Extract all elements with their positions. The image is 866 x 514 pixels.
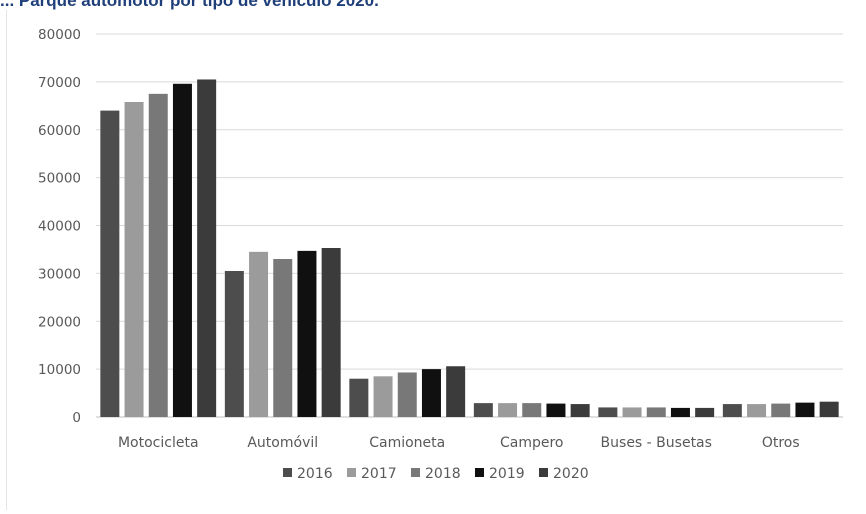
legend-swatch [411, 468, 420, 477]
legend-label: 2016 [297, 466, 333, 482]
figure-caption: ... Parque automotor por tipo de vehícul… [0, 0, 379, 10]
bar [297, 250, 317, 417]
bar [622, 407, 642, 417]
bar [421, 369, 441, 417]
bar [321, 248, 341, 417]
y-tick-label: 0 [72, 410, 81, 426]
bar [646, 407, 666, 417]
bar [695, 407, 715, 417]
x-category-label: Automóvil [247, 435, 318, 451]
chart-frame: 80000 70000 60000 50000 40000 30000 20000 10000… [6, 10, 859, 510]
bar [172, 83, 192, 417]
bars [100, 79, 839, 418]
bar [598, 407, 618, 417]
bar [397, 372, 417, 417]
bar [795, 402, 815, 417]
legend-swatch [347, 468, 356, 477]
bar [100, 110, 120, 417]
y-tick-label: 40000 [38, 219, 81, 235]
legend-label: 2017 [361, 466, 397, 482]
y-tick-label: 30000 [38, 266, 81, 282]
y-tick-label: 80000 [38, 27, 81, 43]
bar-chart: 80000 70000 60000 50000 40000 30000 20000 10000… [38, 27, 843, 482]
legend-label: 2019 [489, 466, 525, 482]
bar [670, 407, 690, 417]
bar [446, 366, 466, 417]
x-axis: Motocicleta Automóvil Camioneta Campero Buse… [118, 435, 800, 451]
y-tick-label: 10000 [38, 362, 81, 378]
bar [498, 403, 518, 417]
x-category-label: Buses - Busetas [601, 435, 712, 451]
legend-swatch [539, 468, 548, 477]
bar [148, 93, 168, 417]
bar [373, 376, 393, 417]
y-tick-label: 60000 [38, 123, 81, 139]
bar [570, 404, 590, 417]
bar [197, 79, 217, 417]
y-tick-label: 50000 [38, 171, 81, 187]
bar [273, 259, 293, 417]
legend-label: 2020 [553, 466, 589, 482]
bar [522, 403, 542, 417]
bar [124, 101, 144, 418]
bar [819, 401, 839, 417]
bar [349, 378, 369, 417]
bar [473, 403, 493, 417]
y-tick-label: 20000 [38, 314, 81, 330]
legend-label: 2018 [425, 466, 461, 482]
bar [722, 404, 742, 417]
x-category-label: Camioneta [369, 435, 445, 451]
x-category-label: Motocicleta [118, 435, 199, 451]
legend: 2016 2017 2018 2019 2020 [283, 466, 589, 482]
y-axis: 80000 70000 60000 50000 40000 30000 20000 10000… [38, 27, 81, 426]
x-category-label: Otros [762, 435, 800, 451]
x-category-label: Campero [500, 435, 564, 451]
y-tick-label: 70000 [38, 75, 81, 91]
bar [546, 403, 566, 417]
legend-swatch [283, 468, 292, 477]
legend-swatch [475, 468, 484, 477]
gridlines [96, 33, 843, 418]
bar [249, 251, 269, 417]
bar [747, 404, 767, 417]
bar [771, 403, 791, 417]
bar [224, 270, 244, 417]
